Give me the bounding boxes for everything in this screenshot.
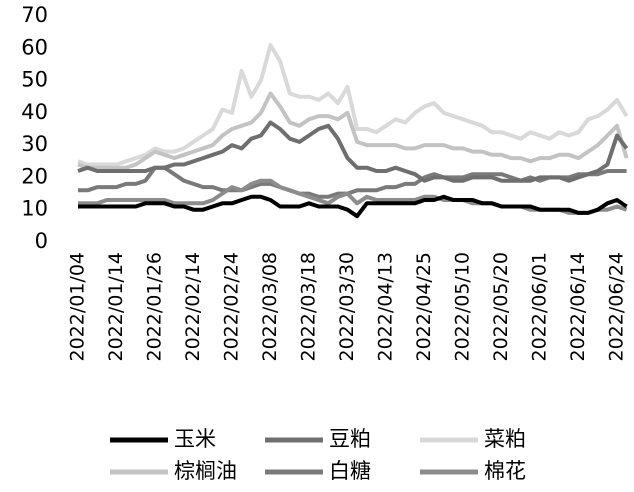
x-tick-label: 2022/06/14 bbox=[567, 252, 589, 362]
x-tick-label: 2022/06/01 bbox=[529, 252, 551, 362]
x-tick-label: 2022/01/04 bbox=[67, 252, 89, 362]
x-tick-label: 2022/03/30 bbox=[336, 252, 358, 362]
y-tick-label: 60 bbox=[21, 35, 48, 59]
series-line bbox=[78, 194, 628, 219]
y-tick-label: 70 bbox=[21, 3, 48, 27]
x-tick-label: 2022/02/24 bbox=[221, 252, 243, 362]
x-tick-label: 2022/03/08 bbox=[259, 252, 281, 362]
legend-label: 豆粕 bbox=[329, 427, 371, 451]
series-line bbox=[77, 120, 629, 183]
x-tick-label: 2022/03/18 bbox=[298, 252, 320, 362]
legend-label: 棉花 bbox=[484, 459, 526, 483]
y-tick-label: 20 bbox=[21, 164, 48, 188]
y-tick-label: 30 bbox=[21, 132, 48, 156]
x-tick-label: 2022/05/20 bbox=[490, 252, 512, 362]
x-tick-label: 2022/02/14 bbox=[182, 252, 204, 362]
x-tick-label: 2022/04/13 bbox=[375, 252, 397, 362]
x-tick-label: 2022/01/26 bbox=[144, 252, 166, 362]
x-tick-label: 2022/05/10 bbox=[452, 252, 474, 362]
y-tick-label: 0 bbox=[35, 229, 48, 253]
y-tick-label: 10 bbox=[21, 197, 48, 221]
y-tick-label: 50 bbox=[21, 68, 48, 92]
series-line bbox=[78, 165, 627, 199]
legend-label: 菜粕 bbox=[484, 427, 526, 451]
x-tick-label: 2022/01/14 bbox=[105, 252, 127, 362]
legend-label: 玉米 bbox=[174, 427, 216, 451]
legend-label: 棕榈油 bbox=[174, 459, 237, 483]
series-line bbox=[77, 43, 629, 167]
y-tick-label: 40 bbox=[21, 100, 48, 124]
x-tick-label: 2022/04/25 bbox=[413, 252, 435, 362]
x-tick-label: 2022/06/24 bbox=[606, 252, 628, 362]
series-line bbox=[77, 91, 629, 170]
legend-label: 白糖 bbox=[329, 459, 371, 483]
